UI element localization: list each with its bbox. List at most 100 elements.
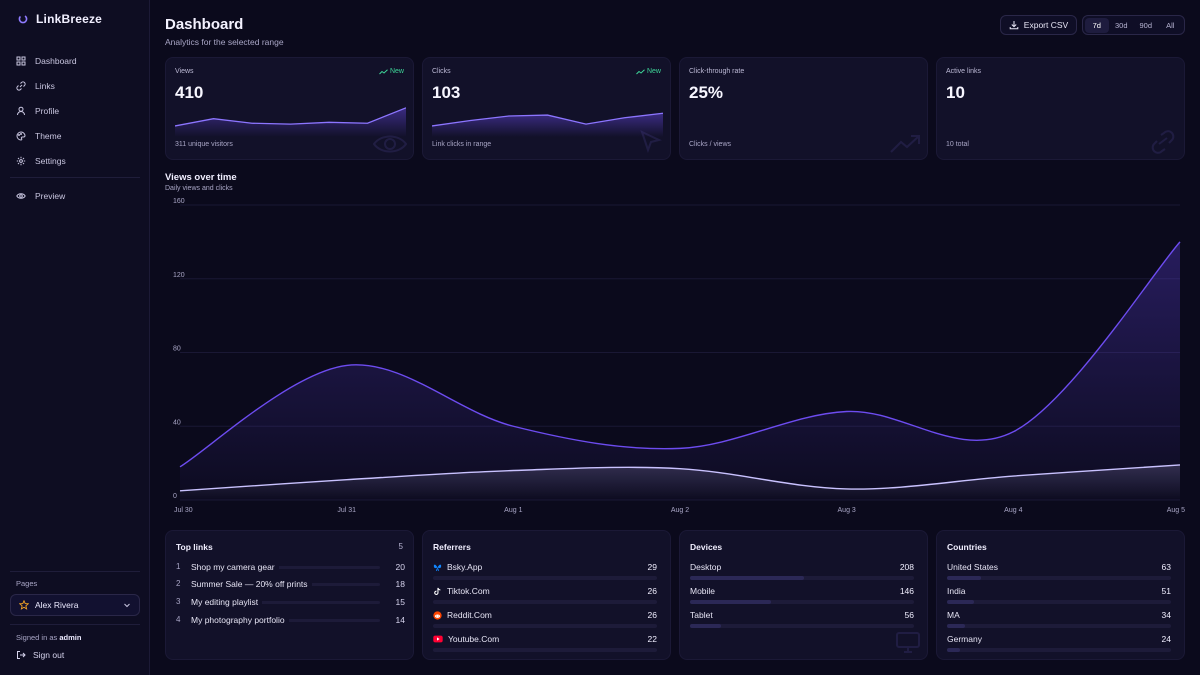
link-bar-track xyxy=(191,566,380,569)
page-selector[interactable]: Alex Rivera xyxy=(10,594,140,616)
x-tick-label: Jul 30 xyxy=(174,507,193,514)
user-icon xyxy=(17,106,25,115)
referrer-row[interactable]: Reddit.Com 26 xyxy=(433,610,657,634)
country-value: 34 xyxy=(1161,610,1171,620)
sidebar-item-label: Links xyxy=(35,80,55,91)
sidebar-item-label: Theme xyxy=(35,130,62,141)
devices-card: Devices Desktop 208 Mobile 146 Tablet 56 xyxy=(679,530,928,660)
grid-icon xyxy=(16,56,26,65)
device-row[interactable]: Mobile 146 xyxy=(690,586,914,610)
referrer-value: 26 xyxy=(647,610,657,620)
gear-icon xyxy=(16,156,26,165)
sidebar: LinkBreeze Dashboard Links Profile Theme… xyxy=(0,0,150,675)
trend-up-icon xyxy=(636,68,645,74)
chart-subtitle: Daily views and clicks xyxy=(165,185,233,192)
stat-value: 10 xyxy=(946,83,965,102)
device-name: Mobile xyxy=(690,586,716,596)
series-area xyxy=(180,241,1180,500)
y-tick-label: 0 xyxy=(173,493,177,500)
link-icon xyxy=(16,80,26,91)
referrer-row[interactable]: Bsky.App 29 xyxy=(433,562,657,586)
page-title: Dashboard xyxy=(165,16,244,33)
export-csv-button[interactable]: Export CSV xyxy=(1000,15,1077,35)
referrer-name: Bsky.App xyxy=(447,562,483,572)
country-value: 63 xyxy=(1161,562,1171,572)
country-bar-track xyxy=(947,600,1171,604)
x-tick-label: Aug 4 xyxy=(1004,507,1022,514)
butterfly-icon xyxy=(433,564,442,571)
country-row[interactable]: United States 63 xyxy=(947,562,1171,586)
sparkline xyxy=(432,112,663,137)
country-row[interactable]: MA 34 xyxy=(947,610,1171,634)
link-value: 15 xyxy=(395,597,405,607)
link-name: Shop my camera gear xyxy=(191,562,279,572)
referrer-name-wrap: Youtube.Com xyxy=(433,634,499,644)
link-name: My editing playlist xyxy=(191,597,263,607)
referrer-name: Reddit.Com xyxy=(447,610,492,620)
referrer-row[interactable]: Tiktok.Com 26 xyxy=(433,586,657,610)
sidebar-item-label: Profile xyxy=(35,105,60,116)
referrer-value: 26 xyxy=(647,586,657,596)
referrer-name: Youtube.Com xyxy=(448,634,500,644)
y-tick-label: 80 xyxy=(173,346,181,353)
stat-footnote: 311 unique visitors xyxy=(175,141,233,148)
chart-title: Views over time xyxy=(165,172,237,183)
x-tick-label: Aug 5 xyxy=(1167,507,1185,514)
sidebar-divider xyxy=(10,571,140,572)
country-bar-fill xyxy=(947,576,981,580)
sidebar-item-links[interactable]: Links xyxy=(10,73,140,98)
page-subtitle: Analytics for the selected range xyxy=(165,37,284,47)
range-30d[interactable]: 30d xyxy=(1114,20,1128,30)
device-row[interactable]: Desktop 208 xyxy=(690,562,914,586)
x-tick-label: Aug 2 xyxy=(671,507,689,514)
stat-card-ctr: Click-through rate 25% Clicks / views xyxy=(679,57,928,160)
country-bar-track xyxy=(947,624,1171,628)
trend-badge: New xyxy=(379,68,404,75)
stat-card-clicks: Clicks New 103 Link clicks in range xyxy=(422,57,671,160)
top-link-row[interactable]: 4 My photography portfolio 14 xyxy=(176,615,405,632)
x-tick-label: Aug 1 xyxy=(504,507,522,514)
sidebar-item-theme[interactable]: Theme xyxy=(10,123,140,148)
cursor-icon xyxy=(640,130,662,153)
signout-button[interactable]: Sign out xyxy=(16,650,64,660)
trend-up-icon xyxy=(890,135,920,153)
card-title: Referrers xyxy=(433,542,471,552)
top-links-card: Top links 5 1 Shop my camera gear 20 2 S… xyxy=(165,530,414,660)
country-bar-fill xyxy=(947,624,965,628)
stat-card-active-links: Active links 10 10 total xyxy=(936,57,1185,160)
top-link-row[interactable]: 3 My editing playlist 15 xyxy=(176,597,405,614)
top-link-row[interactable]: 2 Summer Sale — 20% off prints 18 xyxy=(176,579,405,596)
brand[interactable]: LinkBreeze xyxy=(18,12,102,26)
range-all[interactable]: All xyxy=(1166,20,1175,30)
range-90d[interactable]: 90d xyxy=(1139,20,1152,30)
sidebar-item-profile[interactable]: Profile xyxy=(10,98,140,123)
referrer-name-wrap: Bsky.App xyxy=(433,562,482,572)
page-selector-value: Alex Rivera xyxy=(35,600,79,610)
sidebar-item-label: Preview xyxy=(35,190,66,201)
range-7d[interactable]: 7d xyxy=(1085,17,1109,33)
device-bar-fill xyxy=(690,624,722,628)
link-value: 14 xyxy=(395,615,405,625)
card-count: 5 xyxy=(398,542,403,551)
country-bar-fill xyxy=(947,648,961,652)
top-link-row[interactable]: 1 Shop my camera gear 20 xyxy=(176,562,405,579)
signed-in-prefix: Signed in as xyxy=(16,633,58,642)
reddit-icon xyxy=(433,610,442,620)
device-name: Desktop xyxy=(690,562,722,572)
card-title: Countries xyxy=(947,542,987,552)
device-bar-track xyxy=(690,600,914,604)
y-tick-label: 160 xyxy=(173,198,185,205)
series-line xyxy=(179,464,1181,492)
country-row[interactable]: Germany 24 xyxy=(947,634,1171,658)
sidebar-item-preview[interactable]: Preview xyxy=(10,183,140,208)
referrer-row[interactable]: Youtube.Com 22 xyxy=(433,634,657,658)
country-value: 24 xyxy=(1161,634,1171,644)
country-row[interactable]: India 51 xyxy=(947,586,1171,610)
stat-card-views: Views New 410 311 unique visitors xyxy=(165,57,414,160)
referrer-name-wrap: Tiktok.Com xyxy=(433,586,490,596)
sparkline xyxy=(175,107,406,137)
sidebar-item-settings[interactable]: Settings xyxy=(10,148,140,173)
sidebar-item-dashboard[interactable]: Dashboard xyxy=(10,48,140,73)
device-row[interactable]: Tablet 56 xyxy=(690,610,914,634)
monitor-icon xyxy=(896,632,920,653)
